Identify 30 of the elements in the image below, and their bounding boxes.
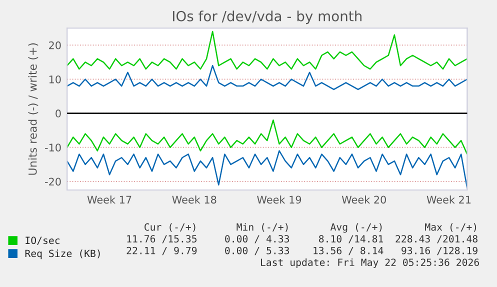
x-tick-label: Week 17 bbox=[87, 196, 132, 204]
line-series bbox=[67, 120, 468, 155]
x-tick-label: Week 18 bbox=[172, 196, 216, 204]
text: 0.00 / 4.33 bbox=[225, 235, 290, 244]
y-tick-label: 10 bbox=[49, 75, 61, 84]
y-tick-label: -20 bbox=[45, 178, 61, 186]
text: Max (-/+) bbox=[425, 223, 476, 232]
y-tick-label: -10 bbox=[45, 144, 61, 152]
text: Avg (-/+) bbox=[330, 223, 382, 233]
x-tick-label: Week 19 bbox=[257, 196, 302, 204]
text: 13.56 / 8.14 bbox=[314, 246, 384, 256]
text: 228.43 /201.48 bbox=[396, 235, 478, 244]
x-tick-label: Week 21 bbox=[426, 196, 471, 204]
legend-label: IO/sec bbox=[26, 236, 60, 245]
chart-title: IOs for /dev/vda - by month bbox=[172, 10, 362, 24]
y-axis-title: Units read (-) / write (+) bbox=[28, 43, 38, 175]
line-series bbox=[67, 30, 468, 70]
text: 93.16 /128.19 bbox=[402, 246, 478, 256]
text: Min (-/+) bbox=[236, 223, 288, 232]
text: 8.10 /14.81 bbox=[319, 235, 384, 244]
text: 22.11 / 9.79 bbox=[126, 246, 197, 256]
line-series bbox=[67, 64, 468, 90]
legend-label: Req Size (KB) bbox=[25, 250, 100, 260]
text: Cur (-/+) bbox=[144, 223, 196, 232]
text: 0.00 / 5.33 bbox=[225, 246, 290, 256]
text: Last update: Fri May 22 05:25:36 2026 bbox=[260, 258, 479, 268]
y-tick-label: 20 bbox=[49, 41, 61, 50]
y-tick-label: 0 bbox=[56, 110, 61, 118]
text: 11.76 /15.35 bbox=[127, 235, 197, 244]
x-tick-label: Week 20 bbox=[342, 196, 386, 204]
